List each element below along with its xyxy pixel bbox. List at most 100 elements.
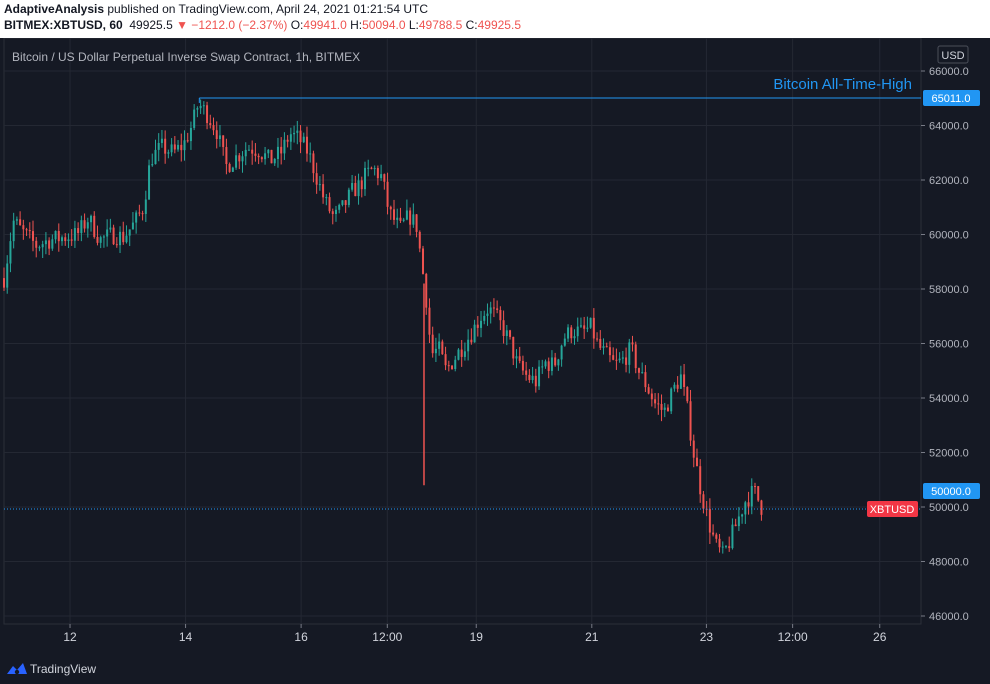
candle-body <box>386 181 389 207</box>
candle-body <box>570 327 573 339</box>
candle-body <box>695 457 698 467</box>
candle-body <box>670 388 673 412</box>
overlays: Bitcoin All-Time-High XBTUSD <box>4 76 921 518</box>
candle-body <box>528 374 531 381</box>
candle-body <box>151 164 154 166</box>
candle-body <box>583 325 586 329</box>
candle-body <box>480 320 483 328</box>
currency-badge[interactable] <box>937 45 969 64</box>
candle-body <box>148 165 151 200</box>
candle-body <box>80 220 83 234</box>
candle-body <box>276 146 279 159</box>
chart-title: Bitcoin / US Dollar Perpetual Inverse Sw… <box>12 50 360 64</box>
y-tick-label: 66000.0 <box>929 66 969 78</box>
candle-body <box>434 348 437 354</box>
candle-body <box>699 466 702 495</box>
candle-body <box>325 197 328 199</box>
candle-body <box>167 152 170 154</box>
candle-body <box>679 374 682 389</box>
candle-body <box>708 508 711 533</box>
candle-body <box>412 214 415 225</box>
candle-body <box>283 139 286 154</box>
candle-body <box>399 217 402 221</box>
candle-body <box>505 330 508 337</box>
candle-body <box>231 167 234 172</box>
chart-area[interactable]: Bitcoin All-Time-High XBTUSD Bitcoin / US… <box>0 38 990 654</box>
candle-body <box>61 237 64 242</box>
candle-body <box>509 330 512 337</box>
x-tick-label: 12:00 <box>372 630 402 644</box>
candle-body <box>247 149 250 151</box>
footer: TradingView <box>0 654 990 684</box>
candle-body <box>618 358 621 361</box>
candle-body <box>299 130 302 143</box>
candle-body <box>38 247 41 249</box>
candle-body <box>538 366 541 387</box>
price-chart[interactable]: Bitcoin All-Time-High XBTUSD Bitcoin / US… <box>0 38 990 654</box>
candle-body <box>6 263 9 288</box>
price-axis[interactable]: USD 66000.0 64000.0 62000.0 60000.0 58000.0 5… <box>921 45 980 623</box>
candle-body <box>409 210 412 225</box>
candle-body <box>186 140 189 142</box>
candle-body <box>312 153 315 174</box>
candle-body <box>19 219 22 226</box>
candle-body <box>441 341 444 355</box>
grid-lines <box>3 38 922 625</box>
candle-body <box>119 231 122 246</box>
y-tick-label: 48000.0 <box>929 557 969 569</box>
x-tick-label: 12 <box>63 630 77 644</box>
candle-body <box>676 384 679 389</box>
candle-body <box>93 215 96 237</box>
candle-body <box>360 180 363 190</box>
candle-body <box>73 228 76 241</box>
tradingview-logo-icon[interactable] <box>6 662 28 676</box>
open-value: 49941.0 <box>303 18 347 32</box>
symbol-price-badge <box>867 501 918 518</box>
candle-body <box>721 546 724 548</box>
candle-body <box>573 336 576 339</box>
candle-body <box>9 241 12 264</box>
low-label: L: <box>408 18 419 32</box>
high-value: 50094.0 <box>362 18 406 32</box>
x-tick-label: 12:00 <box>778 630 808 644</box>
publish-line: AdaptiveAnalysis published on TradingVie… <box>4 1 428 17</box>
candle-body <box>476 324 479 328</box>
candle-body <box>438 341 441 349</box>
candle-body <box>225 147 228 165</box>
candle-body <box>554 357 557 366</box>
candle-body <box>154 149 157 165</box>
candle-body <box>489 307 492 314</box>
candle-body <box>215 130 218 140</box>
y-tick-label: 54000.0 <box>929 393 969 405</box>
candle-body <box>196 108 199 110</box>
candle-body <box>77 228 80 234</box>
candle-body <box>115 244 118 246</box>
candle-body <box>463 351 466 357</box>
candle-body <box>351 183 354 190</box>
x-tick-label: 19 <box>470 630 484 644</box>
candle-body <box>499 309 502 321</box>
candle-body <box>605 346 608 348</box>
time-axis[interactable]: 12 14 16 12:00 19 21 23 12:00 26 <box>4 623 921 644</box>
candle-body <box>615 359 618 361</box>
candle-body <box>347 189 350 205</box>
level-price-badge <box>923 483 980 499</box>
candle-body <box>715 534 718 539</box>
candle-body <box>86 222 89 229</box>
candle-body <box>731 524 734 549</box>
currency-label: USD <box>941 50 964 62</box>
candle-body <box>109 227 112 230</box>
tradingview-brand[interactable]: TradingView <box>30 662 97 676</box>
candle-body <box>518 356 521 361</box>
candle-body <box>744 502 747 515</box>
candle-body <box>228 164 231 172</box>
candle-body <box>415 214 418 232</box>
candle-body <box>689 401 692 441</box>
candle-body <box>315 173 318 185</box>
candle-body <box>257 155 260 158</box>
candle-body <box>728 546 731 549</box>
candle-body <box>734 524 737 527</box>
candle-body <box>280 146 283 154</box>
candle-body <box>428 307 431 335</box>
author-name[interactable]: AdaptiveAnalysis <box>4 2 105 16</box>
